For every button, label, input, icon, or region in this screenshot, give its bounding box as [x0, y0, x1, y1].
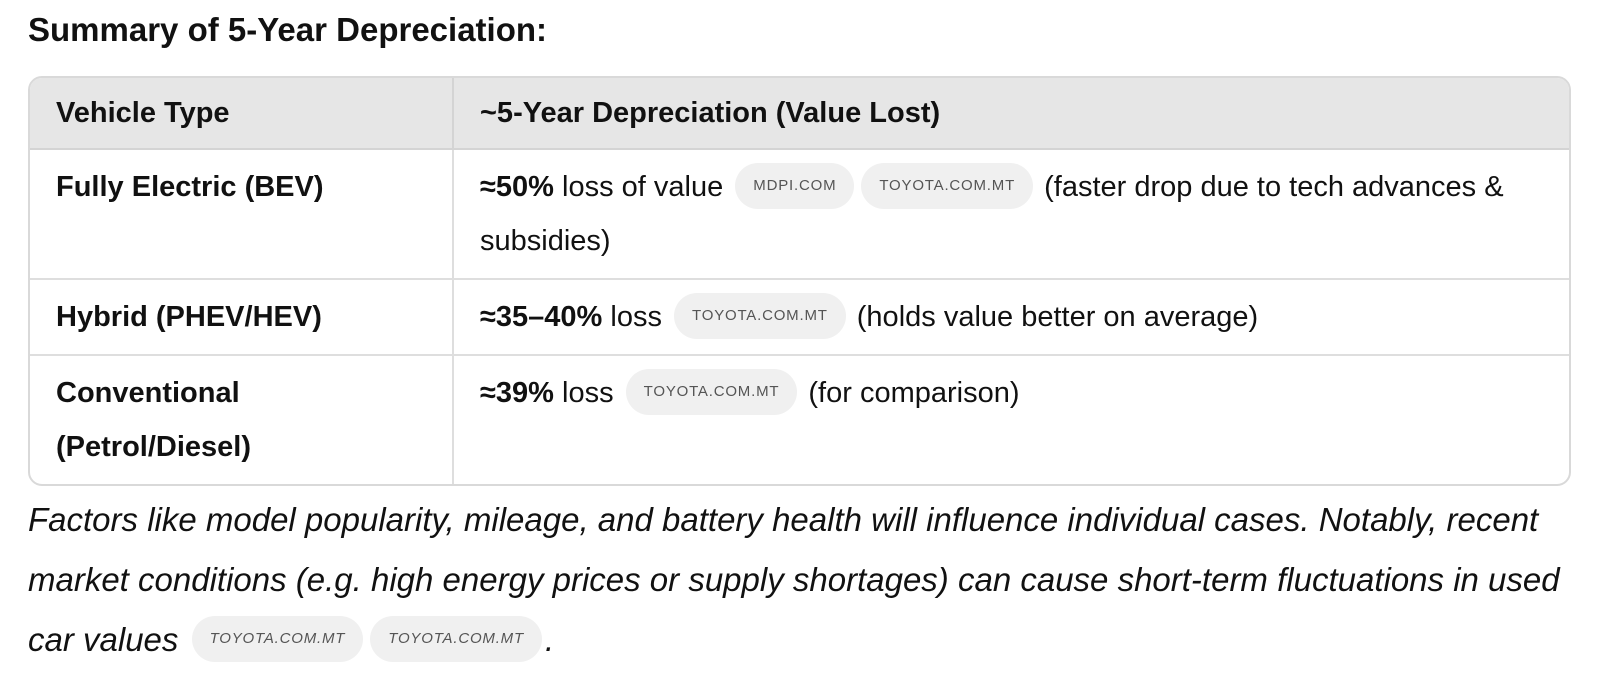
source-pill[interactable]: MDPI.COM — [735, 163, 855, 210]
footnote-text: Factors like model popularity, mileage, … — [28, 501, 1560, 658]
table-row: Hybrid (PHEV/HEV) ≈35–40% loss TOYOTA.CO… — [30, 278, 1569, 355]
source-pill[interactable]: TOYOTA.COM.MT — [625, 369, 798, 416]
depreciation-text: loss — [602, 301, 671, 333]
source-pill[interactable]: TOYOTA.COM.MT — [674, 293, 846, 340]
source-pill[interactable]: TOYOTA.COM.MT — [370, 616, 542, 663]
vehicle-type-cell: Hybrid (PHEV/HEV) — [30, 278, 453, 355]
table-header-row: Vehicle Type ~5-Year Depreciation (Value… — [30, 78, 1569, 150]
depreciation-note: (holds value better on average) — [848, 301, 1259, 333]
depreciation-note: (for comparison) — [800, 377, 1020, 409]
depreciation-cell: ≈35–40% loss TOYOTA.COM.MT (holds value … — [452, 278, 1569, 355]
source-pill[interactable]: TOYOTA.COM.MT — [861, 163, 1034, 210]
header-vehicle-type: Vehicle Type — [30, 78, 453, 150]
depreciation-text: loss of value — [553, 171, 732, 203]
depreciation-cell: ≈39% loss TOYOTA.COM.MT (for comparison) — [452, 354, 1569, 484]
table-row: Fully Electric (BEV) ≈50% loss of value … — [30, 149, 1569, 279]
depreciation-value: ≈50% — [480, 171, 554, 203]
table-row: Conventional (Petrol/Diesel) ≈39% loss T… — [30, 354, 1569, 484]
header-depreciation: ~5-Year Depreciation (Value Lost) — [452, 78, 1569, 150]
footnote-end: . — [544, 621, 555, 658]
depreciation-text: loss — [553, 377, 622, 409]
depreciation-value: ≈39% — [480, 377, 554, 409]
depreciation-value: ≈35–40% — [480, 301, 603, 333]
depreciation-cell: ≈50% loss of value MDPI.COM TOYOTA.COM.MT… — [452, 149, 1569, 279]
vehicle-type-cell: Fully Electric (BEV) — [56, 171, 324, 203]
depreciation-note: (faster drop due to tech advances & subs… — [480, 171, 1504, 257]
section-heading: Summary of 5-Year Depreciation: — [28, 11, 548, 48]
source-pill[interactable]: TOYOTA.COM.MT — [191, 616, 364, 663]
vehicle-type-cell: Conventional (Petrol/Diesel) — [30, 354, 453, 484]
depreciation-table: Vehicle Type ~5-Year Depreciation (Value… — [28, 76, 1571, 486]
footnote-paragraph: Factors like model popularity, mileage, … — [28, 490, 1573, 670]
